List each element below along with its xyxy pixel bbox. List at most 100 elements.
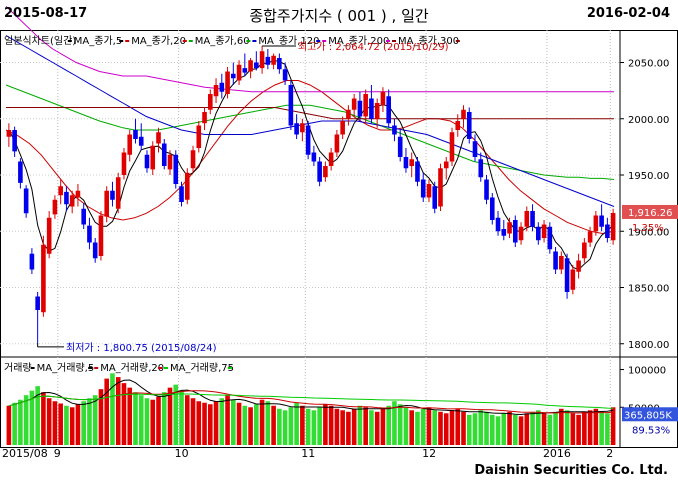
candle-body [369,98,374,119]
candle-body [161,143,167,166]
candle-body [593,215,599,232]
volume-bar [29,390,35,445]
volume-tick-label: 100000 [628,366,666,377]
volume-bar [587,410,593,445]
volume-bar [282,410,288,445]
price-legend-item: MA_종가,120 [258,35,319,47]
candle-body [115,177,121,209]
candle-body [29,253,35,270]
price-legend-swatch [125,40,130,42]
price-legend-swatch [67,40,72,42]
volume-legend-swatch [158,367,162,369]
candle-body [18,161,23,183]
volume-bar [202,402,207,445]
price-tick-label: 2000.00 [628,115,669,126]
x-tick-label: 12 [422,447,436,460]
price-legend-swatch [322,40,327,42]
candle-body [81,208,86,225]
candle-body [403,157,409,169]
brand-footer: Daishin Securities Co. Ltd. [474,463,668,478]
candle-body [231,73,236,79]
candle-body [144,154,150,169]
candle-body [409,159,415,166]
ma-line [5,80,615,235]
candle-body [12,130,17,152]
candle-body [536,226,541,241]
candle-body [294,123,299,135]
candle-body [478,159,484,178]
volume-legend-item: MA_거래량,5 [37,362,95,374]
ma-line [5,35,615,207]
volume-bar [466,414,472,445]
volume-bar [386,405,391,445]
volume-bar [231,399,236,445]
candle-body [179,186,184,202]
candle-body [300,123,305,133]
volume-bar [472,413,478,445]
candle-body [35,296,40,310]
volume-bar [58,403,63,445]
candle-body [23,188,29,214]
volume-bar [340,410,345,445]
candle-body [219,82,225,92]
volume-bar [363,407,368,445]
volume-bar [179,390,184,445]
candle-body [167,154,173,170]
volume-bar [501,413,507,445]
volume-bar [64,405,69,445]
candle-body [248,60,253,72]
candle-body [605,224,610,238]
price-tick-label: 1850.00 [628,284,669,295]
volume-bar [52,401,58,445]
candle-body [213,85,219,97]
price-tick-label: 1900.00 [628,227,669,238]
volume-bar [530,411,535,445]
volume-legend-item: MA_거래량,20 [100,362,164,374]
volume-bar [12,402,17,445]
volume-bar [346,411,351,445]
volume-bar [248,407,253,445]
candle-body [392,125,397,135]
volume-legend-swatch [30,367,35,369]
volume-bar [104,378,110,445]
volume-bar [161,392,167,445]
candle-body [564,258,570,292]
x-tick-label: 9 [54,447,61,460]
candle-body [207,94,213,110]
volume-bar [559,408,564,445]
volume-bar [541,413,547,445]
candle-body [64,191,69,205]
volume-bar [219,398,225,445]
volume-bar [190,398,196,445]
candle-body [305,125,311,155]
candle-body [6,130,12,137]
candle-body [104,190,110,217]
volume-bar [6,405,12,445]
candle-body [202,112,207,124]
candle-body [156,132,161,144]
candle-body [340,121,345,135]
candle-body [530,211,535,227]
candle-body [259,51,265,69]
candle-body [196,125,202,148]
candle-body [518,226,524,241]
volume-bar [461,411,466,445]
x-tick-label: 2015/08 [2,447,48,460]
candle-body [58,186,63,196]
ma-line [5,5,614,93]
x-tick-label: 10 [175,447,189,460]
volume-bar [582,411,587,445]
volume-bar [23,395,29,445]
volume-bar [242,405,248,445]
volume-bar [599,411,604,445]
candle-body [236,64,242,81]
candle-body [489,197,495,220]
candle-body [110,190,115,200]
candle-body [150,145,156,170]
candle-body [323,166,328,178]
volume-bar [294,402,299,445]
low-annotation: 최저가 : 1,800.75 (2015/08/24) [66,342,217,354]
candle-body [75,190,81,198]
volume-legend-swatch [164,367,168,369]
candle-body [277,58,282,70]
